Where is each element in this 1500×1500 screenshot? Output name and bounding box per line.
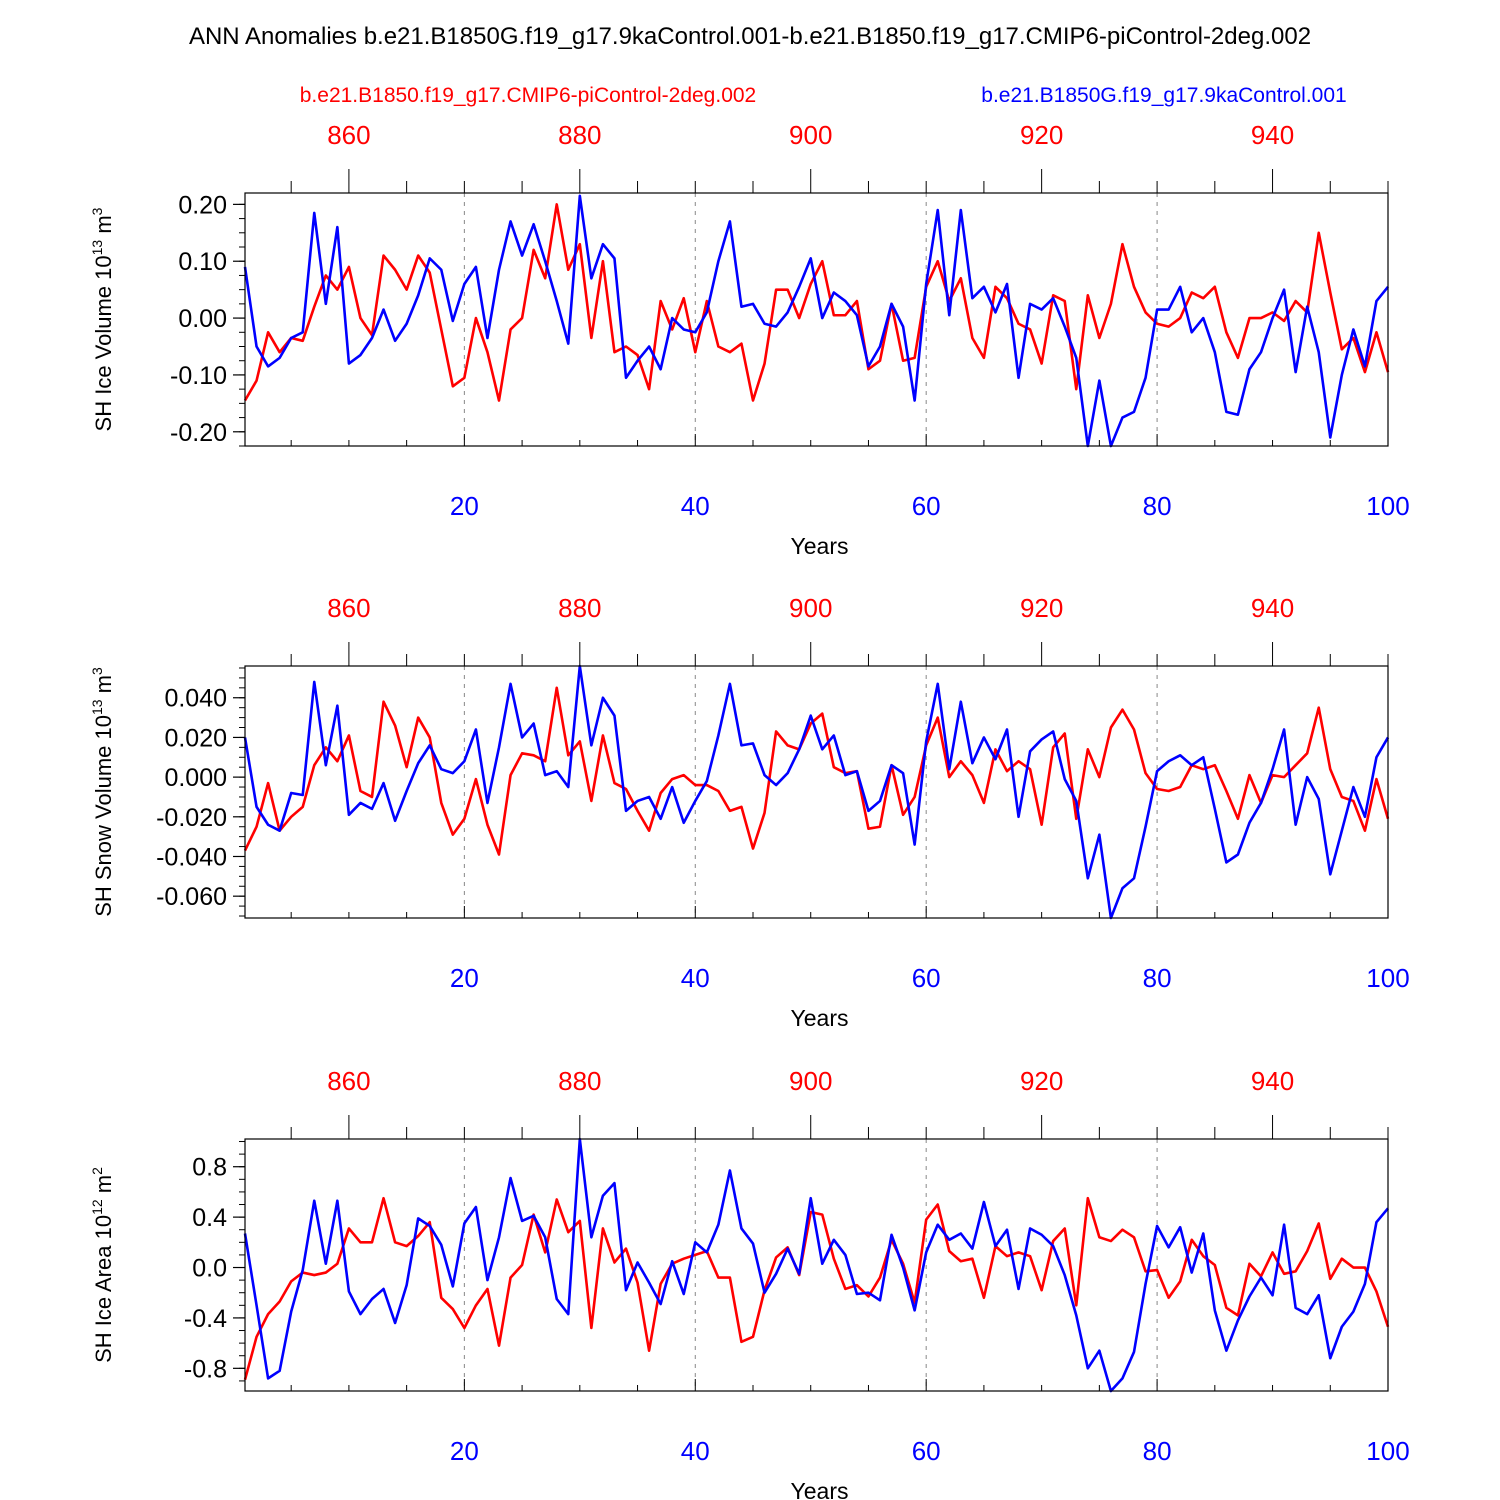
legend-blue-case: b.e21.B1850G.f19_g17.9kaControl.001 [981,84,1346,107]
y-tick-label: 0.000 [164,764,227,792]
y-tick-label: 0.00 [178,305,227,333]
chart-panel-2: -0.060 -0.040 -0.020 0.000 0.020 0.040 20 40 60 8… [89,593,1410,1031]
y-tick-label: -0.040 [156,843,227,871]
series-line-red [243,686,1390,856]
x-tick-label: 40 [681,1436,710,1466]
y-title-unit: m [91,675,116,699]
y-axis-title: SH Snow Volume 1013 m3 [89,667,116,917]
y-title-exponent: 12 [89,1199,105,1215]
panels-group: -0.20 -0.10 0.00 0.10 0.20 20 40 60 80 100 860 880 9… [89,120,1410,1500]
y-axis-title: SH Ice Area 1012 m2 [89,1167,116,1363]
y-title-unit-exponent: 3 [89,667,105,675]
y-title-unit: m [91,1175,116,1199]
top-tick-label: 860 [327,593,370,623]
y-tick-label: -0.4 [184,1305,227,1333]
top-tick-label: 920 [1020,593,1063,623]
plot-frame [244,1138,1389,1392]
x-tick-label: 80 [1143,963,1172,993]
top-tick-label: 880 [558,1066,601,1096]
top-tick-label: 920 [1020,120,1063,150]
x-tick-label: 100 [1366,491,1409,521]
y-tick-label: 0.10 [178,248,227,276]
y-tick-label: 0.4 [192,1204,227,1232]
top-tick-label: 860 [327,1066,370,1096]
series-line-blue [243,194,1390,448]
figure-title: ANN Anomalies b.e21.B1850G.f19_g17.9kaCo… [189,23,1311,50]
chart-panel-1: -0.20 -0.10 0.00 0.10 0.20 20 40 60 80 100 860 880 9… [89,120,1410,559]
y-title-text: SH Ice Volume 10 [91,255,116,431]
x-tick-label: 100 [1366,1436,1409,1466]
plot-frame [244,192,1389,447]
x-tick-label: 80 [1143,491,1172,521]
y-tick-label: 0.20 [178,191,227,219]
x-tick-label: 60 [912,1436,941,1466]
x-axis-title: Years [791,533,849,559]
plot-frame [244,665,1389,919]
x-tick-label: 60 [912,491,941,521]
y-tick-label: 0.0 [192,1255,227,1283]
series-line-blue [243,1137,1389,1393]
top-tick-label: 940 [1251,593,1294,623]
series-line-red [243,203,1390,402]
y-title-exponent: 13 [89,699,105,715]
x-tick-label: 20 [450,963,479,993]
top-tick-label: 940 [1251,120,1294,150]
x-tick-label: 100 [1366,963,1409,993]
y-tick-label: -0.060 [156,883,227,911]
y-axis-title: SH Ice Volume 1013 m3 [89,207,116,431]
x-tick-label: 80 [1143,1436,1172,1466]
y-title-text: SH Ice Area 10 [91,1215,116,1363]
y-tick-label: 0.020 [164,724,227,752]
y-tick-label: -0.20 [170,419,227,447]
top-tick-label: 880 [558,120,601,150]
series-line-red [243,1196,1390,1380]
top-tick-label: 880 [558,593,601,623]
x-axis-title: Years [791,1005,849,1031]
x-tick-label: 60 [912,963,941,993]
x-tick-label: 20 [450,491,479,521]
y-title-unit-exponent: 3 [89,207,105,215]
top-tick-label: 900 [789,593,832,623]
y-title-unit-exponent: 2 [89,1167,105,1175]
series-line-blue [243,664,1390,920]
top-tick-label: 920 [1020,1066,1063,1096]
x-tick-label: 40 [681,963,710,993]
top-tick-label: 900 [789,1066,832,1096]
y-tick-label: 0.8 [192,1154,227,1182]
x-axis-title: Years [791,1478,849,1500]
y-tick-label: 0.040 [164,685,227,713]
top-tick-label: 900 [789,120,832,150]
y-tick-label: -0.8 [184,1355,227,1383]
top-tick-label: 940 [1251,1066,1294,1096]
x-tick-label: 40 [681,491,710,521]
top-tick-label: 860 [327,120,370,150]
y-tick-label: -0.10 [170,362,227,390]
x-tick-label: 20 [450,1436,479,1466]
y-tick-label: -0.020 [156,804,227,832]
y-title-text: SH Snow Volume 10 [91,715,116,917]
y-title-exponent: 13 [89,240,105,256]
chart-panel-3: -0.8 -0.4 0.0 0.4 0.8 20 40 60 80 100 860 880 900 920… [89,1066,1410,1500]
y-title-unit: m [91,215,116,239]
legend-red-case: b.e21.B1850.f19_g17.CMIP6-piControl-2deg… [300,84,756,107]
